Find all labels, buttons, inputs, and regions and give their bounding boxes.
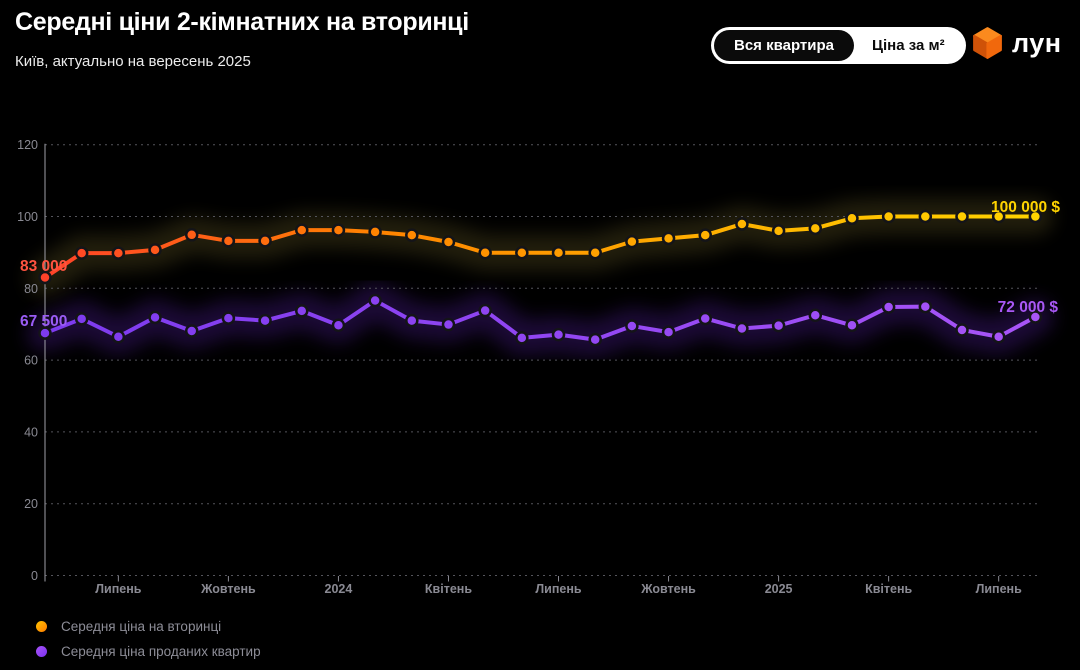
data-point[interactable] bbox=[698, 228, 712, 242]
legend-item-secondary-price: Середня ціна на вторинці bbox=[36, 614, 261, 639]
data-point[interactable] bbox=[111, 330, 126, 344]
data-point[interactable] bbox=[515, 331, 529, 345]
lun-cube-icon bbox=[973, 27, 1002, 59]
y-axis-label: 120 bbox=[17, 138, 38, 152]
legend-dot-orange-icon bbox=[36, 621, 47, 632]
value-label-sold-end: 72 000 $ bbox=[998, 299, 1059, 316]
data-point[interactable] bbox=[588, 246, 602, 260]
legend-item-sold-price: Середня ціна проданих квартир bbox=[36, 639, 261, 664]
data-point[interactable] bbox=[625, 234, 639, 249]
data-point[interactable] bbox=[515, 246, 529, 260]
data-point[interactable] bbox=[331, 318, 346, 333]
data-point[interactable] bbox=[478, 303, 492, 318]
data-point[interactable] bbox=[845, 211, 859, 226]
page-subtitle: Київ, актуально на вересень 2025 bbox=[15, 53, 251, 70]
data-point[interactable] bbox=[735, 217, 749, 231]
data-point[interactable] bbox=[991, 209, 1006, 224]
toggle-option-whole-apartment[interactable]: Вся квартира bbox=[714, 30, 855, 61]
data-point[interactable] bbox=[918, 209, 933, 224]
data-point[interactable] bbox=[661, 325, 676, 339]
data-point[interactable] bbox=[698, 311, 712, 326]
data-point[interactable] bbox=[405, 313, 419, 328]
data-point[interactable] bbox=[845, 318, 859, 333]
data-point[interactable] bbox=[148, 243, 162, 257]
data-point[interactable] bbox=[148, 310, 162, 325]
data-point[interactable] bbox=[551, 327, 566, 342]
value-label-sold-start: 67 500 bbox=[20, 313, 67, 330]
data-point[interactable] bbox=[111, 246, 126, 260]
page-title: Середні ціни 2-кімнатних на вторинці bbox=[15, 8, 469, 36]
data-point[interactable] bbox=[441, 235, 456, 249]
data-point[interactable] bbox=[808, 221, 823, 236]
data-point[interactable] bbox=[881, 209, 896, 224]
y-axis-label: 0 bbox=[31, 569, 38, 583]
data-point[interactable] bbox=[881, 300, 896, 314]
data-point[interactable] bbox=[735, 321, 749, 336]
toggle-option-price-per-m2[interactable]: Ціна за м² bbox=[854, 30, 963, 61]
data-point[interactable] bbox=[918, 299, 933, 314]
data-point[interactable] bbox=[258, 234, 272, 248]
data-point[interactable] bbox=[295, 223, 309, 237]
data-point[interactable] bbox=[478, 246, 492, 260]
legend-label-sold: Середня ціна проданих квартир bbox=[61, 644, 261, 659]
data-point[interactable] bbox=[368, 293, 382, 308]
x-axis-label: 2025 bbox=[765, 582, 793, 596]
data-point[interactable] bbox=[771, 318, 786, 333]
data-point[interactable] bbox=[38, 326, 52, 340]
data-point[interactable] bbox=[405, 228, 419, 242]
data-point[interactable] bbox=[955, 323, 969, 337]
data-point[interactable] bbox=[441, 317, 456, 332]
data-point[interactable] bbox=[74, 246, 89, 260]
series-glow bbox=[27, 198, 1054, 296]
data-point[interactable] bbox=[1028, 310, 1043, 324]
data-point[interactable] bbox=[991, 330, 1006, 344]
data-point[interactable] bbox=[808, 308, 823, 322]
data-point[interactable] bbox=[551, 246, 566, 260]
y-axis-label: 80 bbox=[24, 282, 38, 296]
data-point[interactable] bbox=[258, 313, 272, 328]
lun-logo[interactable]: лун bbox=[972, 26, 1062, 60]
data-point[interactable] bbox=[295, 304, 309, 318]
data-point[interactable] bbox=[74, 312, 89, 326]
series-line-sold bbox=[43, 298, 1038, 342]
legend-dot-purple-icon bbox=[36, 646, 47, 657]
x-axis-label: Липень bbox=[95, 582, 142, 596]
price-mode-toggle: Вся квартира Ціна за м² bbox=[711, 27, 966, 64]
data-point[interactable] bbox=[588, 332, 602, 347]
data-point[interactable] bbox=[771, 224, 786, 238]
data-point[interactable] bbox=[184, 228, 199, 242]
y-axis-label: 40 bbox=[24, 425, 38, 439]
y-axis-label: 60 bbox=[24, 354, 38, 368]
x-axis-label: Жовтень bbox=[640, 582, 696, 596]
series-line-secondary bbox=[43, 214, 1038, 280]
value-label-secondary-start: 83 000 bbox=[20, 258, 67, 275]
value-label-secondary-end: 100 000 $ bbox=[991, 199, 1060, 216]
y-axis-label: 100 bbox=[17, 210, 38, 224]
data-point[interactable] bbox=[661, 231, 676, 246]
data-point[interactable] bbox=[38, 270, 52, 285]
data-point[interactable] bbox=[221, 234, 236, 248]
data-point[interactable] bbox=[184, 324, 199, 338]
x-axis-label: 2024 bbox=[325, 582, 353, 596]
y-axis-label: 20 bbox=[24, 497, 38, 511]
data-point[interactable] bbox=[1028, 209, 1043, 224]
lun-logo-text: лун bbox=[1012, 27, 1062, 58]
chart-legend: Середня ціна на вторинці Середня ціна пр… bbox=[36, 614, 261, 664]
data-point[interactable] bbox=[368, 225, 382, 239]
data-point[interactable] bbox=[331, 223, 346, 237]
x-axis-label: Квітень bbox=[865, 582, 912, 596]
legend-label-secondary: Середня ціна на вторинці bbox=[61, 619, 222, 634]
x-axis-label: Липень bbox=[976, 582, 1023, 596]
data-point[interactable] bbox=[221, 311, 236, 325]
x-axis-label: Жовтень bbox=[200, 582, 256, 596]
data-point[interactable] bbox=[955, 209, 969, 224]
x-axis-label: Квітень bbox=[425, 582, 472, 596]
data-point[interactable] bbox=[625, 319, 639, 333]
x-axis-label: Липень bbox=[535, 582, 582, 596]
